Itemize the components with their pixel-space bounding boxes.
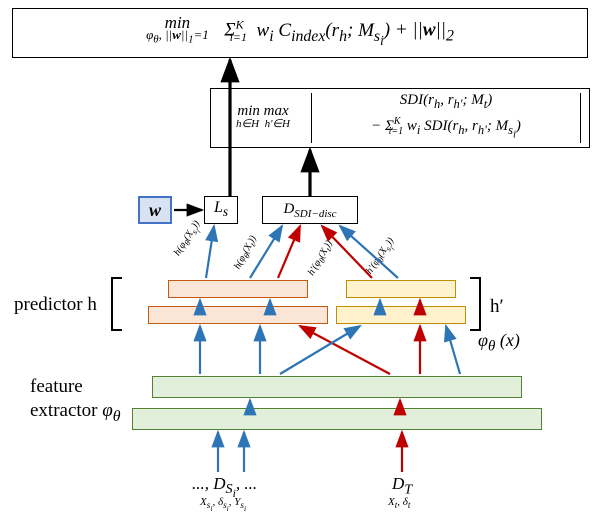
dt-label: DT <box>392 474 412 498</box>
phi-x-label: φθ (x) <box>478 330 520 356</box>
objective-box-top: min φθ, ||w||1=1 ΣKi=1 wi Cindex(rh; Msi… <box>12 8 588 58</box>
predictor-hprime-layer-bot <box>336 306 466 324</box>
predictor-label: predictor h <box>14 294 97 316</box>
loss-s-box: Ls <box>204 196 238 224</box>
predictor-h-layer-bot <box>148 306 328 324</box>
edge-label-2: h(φθ(Xt)) <box>232 234 261 272</box>
edge-label-3: h'(φθ(Xt)) <box>306 239 337 279</box>
edge-label-4: h'(φθ(Xsi)) <box>364 236 400 279</box>
predictor-hprime-layer-top <box>346 280 456 298</box>
minmax-right: SDI(rh, rh'; Mt) − ΣKi=1 wi SDI(rh, rh';… <box>318 91 574 145</box>
ls-label: Ls <box>214 199 228 220</box>
w-box: w <box>138 196 172 224</box>
hprime-label: h′ <box>490 296 504 318</box>
objective-box-mid: min max h∈H h'∈H SDI(rh, rh'; Mt) − ΣKi=… <box>210 88 590 148</box>
predictor-h-layer-top <box>168 280 308 298</box>
d-label: DSDI−disc <box>283 201 336 220</box>
dt-sub-label: Xt, δt <box>388 496 410 510</box>
feature-label-1: feature <box>30 376 83 398</box>
arrow-overlay <box>0 0 614 528</box>
feature-label-2: extractor φθ <box>30 400 121 426</box>
w-box-label: w <box>149 200 161 221</box>
edge-label-1: h(φθ(Xsi)) <box>172 219 206 261</box>
feature-layer-bot <box>132 408 542 430</box>
d-sdi-disc-box: DSDI−disc <box>262 196 358 224</box>
minmax-left: min max h∈H h'∈H <box>217 105 309 131</box>
feature-layer-top <box>152 376 522 398</box>
objective-top-text: min φθ, ||w||1=1 ΣKi=1 wi Cindex(rh; Msi… <box>138 17 462 49</box>
ds-sub-label: Xsi, δsi, Ysi <box>200 496 246 513</box>
